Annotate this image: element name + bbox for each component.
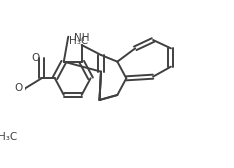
Text: NH: NH: [74, 33, 89, 43]
Text: H₃C: H₃C: [69, 36, 88, 46]
Text: O: O: [15, 83, 23, 93]
Text: O: O: [31, 53, 39, 63]
Text: H₃C: H₃C: [0, 132, 17, 142]
